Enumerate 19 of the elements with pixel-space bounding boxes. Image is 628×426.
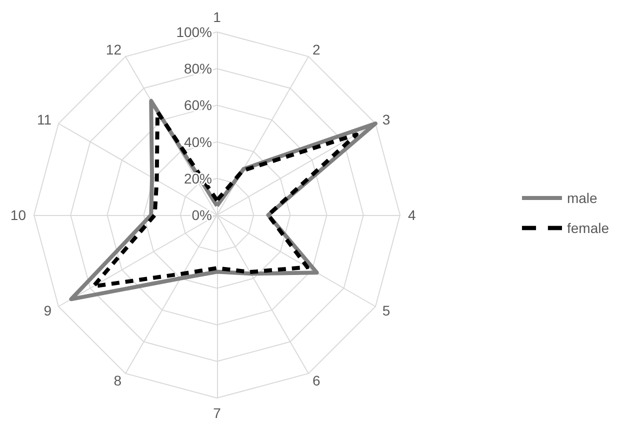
spoke-label: 7 (213, 405, 222, 421)
y-tick-label: 0% (192, 207, 212, 223)
spoke-label: 8 (114, 372, 122, 388)
spoke-label: 11 (37, 112, 52, 128)
legend-label: male (566, 190, 598, 206)
y-tick-label: 40% (184, 134, 212, 150)
y-tick-label: 100% (176, 24, 212, 40)
spoke-label: 4 (408, 207, 416, 223)
spoke-label: 3 (382, 112, 390, 128)
spoke-label: 2 (312, 42, 320, 58)
y-tick-label: 60% (184, 97, 212, 114)
y-tick-label: 80% (184, 60, 212, 77)
spoke-label: 1 (213, 9, 222, 25)
spoke-label: 10 (10, 207, 26, 223)
spoke-label: 6 (312, 372, 320, 388)
spoke-label: 12 (106, 42, 122, 58)
legend-label: female (566, 220, 610, 236)
spoke-label: 9 (44, 302, 52, 318)
spoke-label: 5 (382, 302, 390, 318)
